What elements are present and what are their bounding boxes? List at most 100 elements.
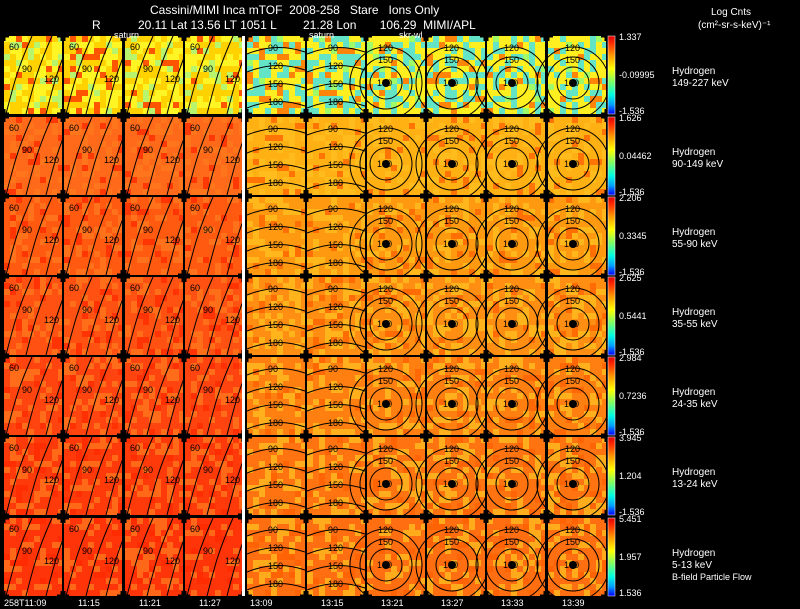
contour-label: 150 [444, 136, 459, 146]
overlay-label-skr: skr-wl [399, 30, 423, 40]
species-label-4: Hydrogen [672, 387, 716, 398]
contour-label: 60 [190, 363, 200, 373]
contour-label: 120 [565, 284, 580, 294]
heatmap-panel-r2-c8: 180 150 120 [475, 192, 550, 281]
colorbar-max-2: 2.206 [619, 193, 642, 203]
heatmap-panel-r6-c5: 90 120 150 180 [302, 513, 370, 601]
time-label-7: 13:27 [441, 598, 464, 608]
heatmap-panel-r5-c4: 90 120 150 180 [242, 432, 310, 520]
contour-label: 180 [564, 78, 579, 88]
contour-label: 120 [268, 462, 283, 472]
contour-label: 120 [444, 204, 459, 214]
colorbar-max-4: 2.984 [619, 353, 642, 363]
heatmap-panel-r2-c2: 60 90 120 [120, 192, 194, 280]
contour-label: 150 [504, 55, 519, 65]
contour-label: 180 [377, 319, 392, 329]
heatmap-panel-r6-c1: 60 90 120 [59, 513, 133, 601]
contour-label: 150 [565, 456, 580, 466]
heatmap-panel-r5-c7: 180 150 120 [415, 432, 490, 521]
heatmap-panel-r4-c4: 90 120 150 180 [242, 352, 310, 440]
contour-label: 90 [143, 546, 153, 556]
heatmap-panel-r0-c7: 180 150 120 [415, 31, 490, 120]
contour-label: 150 [268, 480, 283, 490]
heatmap-panel-r3-c7: 180 150 120 [415, 272, 490, 361]
heatmap-panel-r5-c9: 180 150 120 [536, 432, 611, 521]
contour-label: 180 [564, 159, 579, 169]
contour-label: 180 [377, 159, 392, 169]
contour-label: 180 [564, 560, 579, 570]
heatmap-panel-r2-c9: 180 150 120 [536, 192, 611, 281]
heatmap-panel-r1-c4: 90 120 150 180 [242, 112, 310, 200]
contour-label: 180 [503, 319, 518, 329]
heatmap-panel-r5-c1: 60 90 120 [59, 432, 133, 520]
heatmap-panel-r6-c4: 90 120 150 180 [242, 513, 310, 601]
contour-label: 120 [504, 124, 519, 134]
contour-label: 180 [443, 479, 458, 489]
contour-label: 150 [504, 376, 519, 386]
heatmap-panel-r6-c6: 180 150 120 [349, 513, 430, 602]
contour-label: 120 [165, 556, 180, 566]
heatmap-panel-r0-c5: 90 120 150 180 [302, 31, 370, 119]
contour-label: 90 [268, 124, 278, 134]
colorbar-4 [607, 356, 616, 436]
contour-label: 90 [328, 364, 338, 374]
contour-label: 120 [225, 74, 240, 84]
heatmap-panel-r0-c1: 60 90 120 [59, 31, 133, 119]
heatmap-panel-r3-c1: 60 90 120 [59, 272, 133, 360]
contour-label: 90 [203, 305, 213, 315]
contour-label: 150 [444, 537, 459, 547]
contour-label: 180 [503, 399, 518, 409]
contour-label: 120 [378, 364, 393, 374]
heatmap-panel-r6-c7: 180 150 120 [415, 513, 490, 602]
contour-label: 180 [443, 78, 458, 88]
contour-label: 120 [444, 444, 459, 454]
heatmap-panel-r1-c9: 180 150 120 [536, 112, 611, 201]
contour-label: 90 [328, 525, 338, 535]
contour-label: 120 [565, 43, 580, 53]
contour-label: 150 [504, 136, 519, 146]
heatmap-panel-r4-c9: 180 150 120 [536, 352, 611, 441]
contour-label: 60 [130, 363, 140, 373]
contour-label: 90 [22, 465, 32, 475]
contour-label: 90 [143, 64, 153, 74]
contour-label: 90 [328, 124, 338, 134]
contour-label: 90 [22, 64, 32, 74]
colorbar-min-4: -1.536 [619, 427, 645, 437]
time-label-6: 13:21 [381, 598, 404, 608]
heatmap-panel-r6-c8: 180 150 120 [475, 513, 550, 602]
contour-label: 150 [565, 376, 580, 386]
plot-title: Cassini/MIMI Inca mTOF 2008-258 Stare Io… [150, 3, 440, 17]
contour-label: 120 [44, 74, 59, 84]
contour-label: 60 [190, 42, 200, 52]
contour-label: 180 [503, 159, 518, 169]
footer-note: B-field Particle Flow [672, 572, 752, 582]
contour-label: 180 [503, 560, 518, 570]
contour-label: 120 [225, 235, 240, 245]
colorbar-units: (cm²-sr-s-keV)⁻¹ [698, 20, 771, 31]
contour-label: 90 [143, 385, 153, 395]
heatmap-panel-r3-c4: 90 120 150 180 [242, 272, 310, 360]
contour-label: 60 [9, 283, 19, 293]
contour-label: 90 [328, 204, 338, 214]
heatmap-panel-r5-c8: 180 150 120 [475, 432, 550, 521]
contour-label: 150 [378, 296, 393, 306]
species-label-0: Hydrogen [672, 66, 716, 77]
contour-label: 180 [268, 498, 283, 508]
contour-label: 150 [268, 79, 283, 89]
contour-label: 60 [69, 123, 79, 133]
contour-label: 120 [268, 382, 283, 392]
contour-label: 150 [268, 400, 283, 410]
heatmap-panel-r0-c2: 60 90 120 [120, 31, 194, 119]
contour-label: 120 [328, 61, 343, 71]
contour-label: 60 [190, 524, 200, 534]
colorbar-min-0: -1.536 [619, 106, 645, 116]
contour-label: 90 [268, 444, 278, 454]
contour-label: 150 [328, 160, 343, 170]
contour-label: 150 [268, 320, 283, 330]
colorbar-3 [607, 276, 616, 356]
heatmap-panel-r6-c2: 60 90 120 [120, 513, 194, 601]
contour-label: 150 [268, 160, 283, 170]
contour-label: 120 [104, 315, 119, 325]
colorbar-max-5: 3.945 [619, 433, 642, 443]
contour-label: 150 [378, 55, 393, 65]
